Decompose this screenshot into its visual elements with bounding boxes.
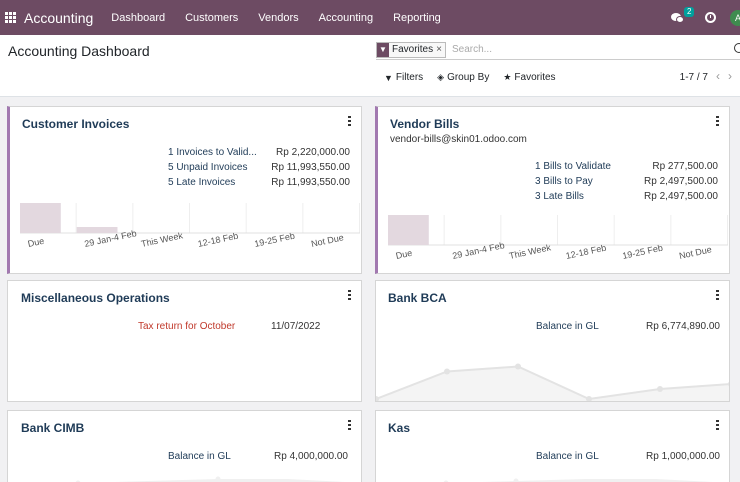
layers-icon: ◈ xyxy=(437,72,445,82)
bca-point xyxy=(444,368,450,375)
x-tick-label: 29 Jan-4 Feb xyxy=(452,240,506,261)
card-menu-icon[interactable] xyxy=(716,116,719,126)
card-title[interactable]: Customer Invoices xyxy=(22,117,130,131)
card-title[interactable]: Bank CIMB xyxy=(21,421,85,435)
cimb-line-area xyxy=(113,479,345,482)
card-title[interactable]: Kas xyxy=(388,421,411,435)
row-label[interactable]: 1 Invoices to Valid... xyxy=(168,147,257,158)
filter-facet-icon: ▼ xyxy=(377,42,389,57)
user-avatar[interactable]: A xyxy=(730,9,740,26)
kas-card: Kas Balance in GL Rp 1,000,000.00 xyxy=(375,410,730,482)
card-menu-icon[interactable] xyxy=(348,290,351,300)
row-label[interactable]: 3 Late Bills xyxy=(535,191,584,202)
customer-invoices-bar-chart[interactable]: Due 29 Jan-4 Feb This Week 12-18 Feb 19-25 F… xyxy=(10,197,362,273)
card-title[interactable]: Vendor Bills xyxy=(390,117,460,131)
bca-point xyxy=(376,396,379,401)
row-label[interactable]: 3 Bills to Pay xyxy=(535,176,593,187)
balance-label: Balance in GL xyxy=(168,451,231,462)
row-label[interactable]: 5 Late Invoices xyxy=(168,177,236,188)
search-bar: ▼ Favorites × xyxy=(376,40,740,60)
favorites-label: Favorites xyxy=(514,72,556,83)
row-amount: Rp 2,497,500.00 xyxy=(644,176,718,187)
row-amount: Rp 11,993,550.00 xyxy=(271,162,350,173)
bca-point xyxy=(657,386,663,392)
page-title: Accounting Dashboard xyxy=(8,43,150,59)
bar xyxy=(388,215,429,245)
chat-icon[interactable]: 2 xyxy=(671,6,695,24)
search-options: ▼ Filters ◈ Group By ★ Favorites xyxy=(384,72,570,83)
search-icon[interactable] xyxy=(734,43,740,53)
bca-point xyxy=(515,363,521,370)
balance-amount: Rp 4,000,000.00 xyxy=(274,451,348,462)
vendor-bills-card: Vendor Bills vendor-bills@skin01.odoo.co… xyxy=(375,106,730,274)
row-amount: Rp 2,220,000.00 xyxy=(276,147,350,158)
favorites-button[interactable]: ★ Favorites xyxy=(503,72,555,83)
x-tick-label: Due xyxy=(395,248,413,261)
misc-item-date: 11/07/2022 xyxy=(271,321,321,332)
row-label[interactable]: 5 Unpaid Invoices xyxy=(168,162,248,173)
pager-arrows: ‹› xyxy=(716,69,740,83)
activity-clock-icon[interactable] xyxy=(705,12,716,23)
search-input[interactable] xyxy=(451,44,652,55)
row-amount: Rp 2,497,500.00 xyxy=(644,191,718,202)
pager-value[interactable]: 1-7 / 7 xyxy=(679,72,708,83)
top-navbar: Accounting Dashboard Customers Vendors A… xyxy=(0,0,740,35)
row-label[interactable]: 1 Bills to Validate xyxy=(535,161,611,172)
bank-cimb-card: Bank CIMB Balance in GL Rp 4,000,000.00 xyxy=(7,410,362,482)
control-panel: Accounting Dashboard ▼ Favorites × ▼Filt… xyxy=(0,35,740,97)
card-menu-icon[interactable] xyxy=(348,420,351,430)
filter-icon: ▼ xyxy=(384,72,393,83)
bank-cimb-line-chart[interactable] xyxy=(8,473,362,482)
card-title[interactable]: Miscellaneous Operations xyxy=(21,291,170,305)
apps-menu-icon[interactable] xyxy=(5,11,17,24)
facet-remove-icon[interactable]: × xyxy=(436,44,442,55)
x-tick-label: Due xyxy=(27,236,45,249)
chat-count-badge: 2 xyxy=(684,6,695,17)
pager-next-icon[interactable]: › xyxy=(728,69,740,83)
vendor-bills-bar-chart[interactable]: Due 29 Jan-4 Feb This Week 12-18 Feb 19-25 F… xyxy=(378,211,730,273)
filters-label: Filters xyxy=(395,72,424,83)
kas-line-chart[interactable] xyxy=(376,473,730,482)
bar xyxy=(76,227,118,233)
misc-item-label[interactable]: Tax return for October xyxy=(138,321,236,332)
menu-accounting[interactable]: Accounting xyxy=(318,11,374,24)
card-title[interactable]: Bank BCA xyxy=(388,291,447,305)
balance-label: Balance in GL xyxy=(536,321,599,332)
filters-button[interactable]: ▼ Filters xyxy=(384,72,423,83)
x-tick-label: Not Due xyxy=(310,232,344,249)
bank-bca-line-chart[interactable] xyxy=(376,341,730,402)
menu-dashboard[interactable]: Dashboard xyxy=(111,11,166,24)
cimb-point xyxy=(215,476,221,482)
star-icon: ★ xyxy=(503,72,512,82)
vendor-bills-email: vendor-bills@skin01.odoo.com xyxy=(390,134,527,145)
search-facet: ▼ Favorites × xyxy=(376,41,446,58)
bca-point xyxy=(586,396,592,401)
card-menu-icon[interactable] xyxy=(716,420,719,430)
group-by-button[interactable]: ◈ Group By xyxy=(437,72,489,83)
customer-invoices-card: Customer Invoices 1 Invoices to Valid...… xyxy=(7,106,362,274)
menu-reporting[interactable]: Reporting xyxy=(393,11,441,24)
kas-line-area xyxy=(481,479,713,482)
balance-label: Balance in GL xyxy=(536,451,599,462)
card-menu-icon[interactable] xyxy=(716,290,719,300)
balance-amount: Rp 1,000,000.00 xyxy=(646,451,720,462)
menu-vendors[interactable]: Vendors xyxy=(258,11,299,24)
bar xyxy=(20,203,61,233)
menu-customers[interactable]: Customers xyxy=(185,11,239,24)
bca-line xyxy=(376,365,729,401)
kas-point xyxy=(513,478,519,482)
app-brand[interactable]: Accounting xyxy=(24,9,94,26)
bca-area xyxy=(376,366,729,401)
card-menu-icon[interactable] xyxy=(348,116,351,126)
x-tick-label: Not Due xyxy=(678,244,712,261)
bank-bca-card: Bank BCA Balance in GL Rp 6,774,890.00 xyxy=(375,280,730,402)
row-amount: Rp 11,993,550.00 xyxy=(271,177,350,188)
misc-operations-card: Miscellaneous Operations Tax return for … xyxy=(7,280,362,402)
balance-amount: Rp 6,774,890.00 xyxy=(646,321,720,332)
bca-point xyxy=(728,381,729,387)
row-amount: Rp 277,500.00 xyxy=(652,161,718,172)
group-by-label: Group By xyxy=(447,72,490,83)
facet-label: Favorites xyxy=(392,44,434,55)
pager-prev-icon[interactable]: ‹ xyxy=(716,69,728,83)
